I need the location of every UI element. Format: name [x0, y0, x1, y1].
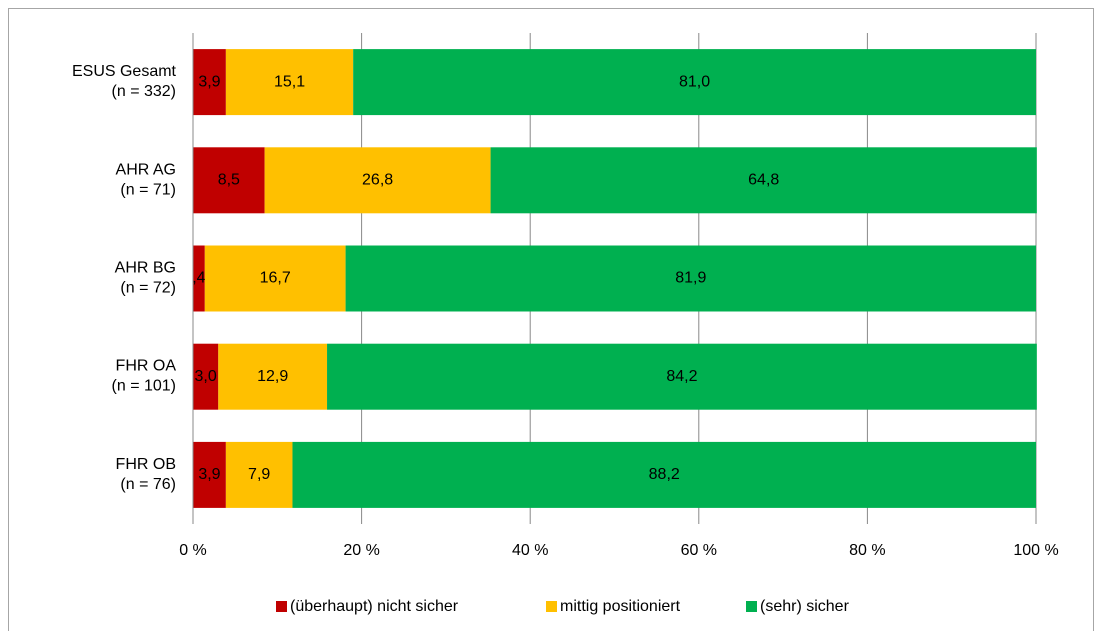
bar-segment — [225, 441, 293, 508]
data-label: 64,8 — [748, 172, 779, 189]
bar-segment — [292, 441, 1036, 508]
bar-segment — [193, 441, 226, 508]
bar-segment — [225, 49, 354, 116]
x-tick-label: 20 % — [343, 542, 379, 559]
legend-swatch — [546, 601, 557, 612]
x-tick-label: 80 % — [849, 542, 885, 559]
bar-segment — [193, 49, 226, 116]
y-tick-label-line: AHR AG — [116, 162, 176, 179]
x-tick-label: 60 % — [681, 542, 717, 559]
data-label: 81,9 — [675, 270, 706, 287]
bar-segment — [193, 343, 219, 410]
bar-segment — [218, 343, 328, 410]
data-label: 3,9 — [198, 73, 220, 90]
y-tick-label: AHR BG (n = 72) — [115, 260, 176, 297]
y-tick-label-line: FHR OA — [116, 358, 177, 375]
bar-segment — [204, 245, 346, 312]
data-label: 12,9 — [257, 368, 288, 385]
x-tick-label: 0 % — [179, 542, 207, 559]
data-label: 16,7 — [260, 270, 291, 287]
y-tick-label-line: (n = 71) — [120, 182, 176, 199]
data-label: 88,2 — [649, 466, 680, 483]
data-label: 8,5 — [218, 172, 240, 189]
bar-segment — [264, 147, 491, 214]
data-label: 84,2 — [666, 368, 697, 385]
data-label: 15,1 — [274, 73, 305, 90]
y-tick-label-line: (n = 76) — [120, 476, 176, 493]
y-tick-label-line: AHR BG — [115, 260, 176, 277]
data-label: 26,8 — [362, 172, 393, 189]
data-label: 81,0 — [679, 73, 710, 90]
legend-swatch — [276, 601, 287, 612]
bar-segment — [490, 147, 1037, 214]
bar-segment — [353, 49, 1036, 116]
y-tick-label: AHR AG (n = 71) — [116, 162, 176, 199]
y-tick-label-line: (n = 332) — [112, 83, 176, 100]
legend-swatch — [746, 601, 757, 612]
y-tick-label: FHR OA (n = 101) — [112, 358, 177, 395]
data-label: ,4 — [192, 270, 205, 287]
bar-segment — [193, 147, 265, 214]
chart-frame — [8, 8, 1094, 631]
y-tick-label-line: ESUS Gesamt — [72, 63, 177, 80]
y-tick-label: ESUS Gesamt (n = 332) — [72, 63, 177, 100]
y-tick-label-line: FHR OB — [116, 456, 176, 473]
legend-label: mittig positioniert — [560, 598, 681, 615]
data-label: 3,0 — [195, 368, 217, 385]
legend-label: (überhaupt) nicht sicher — [290, 598, 459, 615]
legend-label: (sehr) sicher — [760, 598, 850, 615]
bar-segment — [327, 343, 1037, 410]
y-tick-label-line: (n = 72) — [120, 280, 176, 297]
y-tick-label: FHR OB (n = 76) — [116, 456, 176, 493]
data-label: 7,9 — [248, 466, 270, 483]
x-tick-label: 100 % — [1013, 542, 1058, 559]
data-label: 3,9 — [198, 466, 220, 483]
y-tick-label-line: (n = 101) — [112, 378, 176, 395]
bar-segment — [193, 245, 205, 312]
x-tick-label: 40 % — [512, 542, 548, 559]
bar-segment — [345, 245, 1036, 312]
